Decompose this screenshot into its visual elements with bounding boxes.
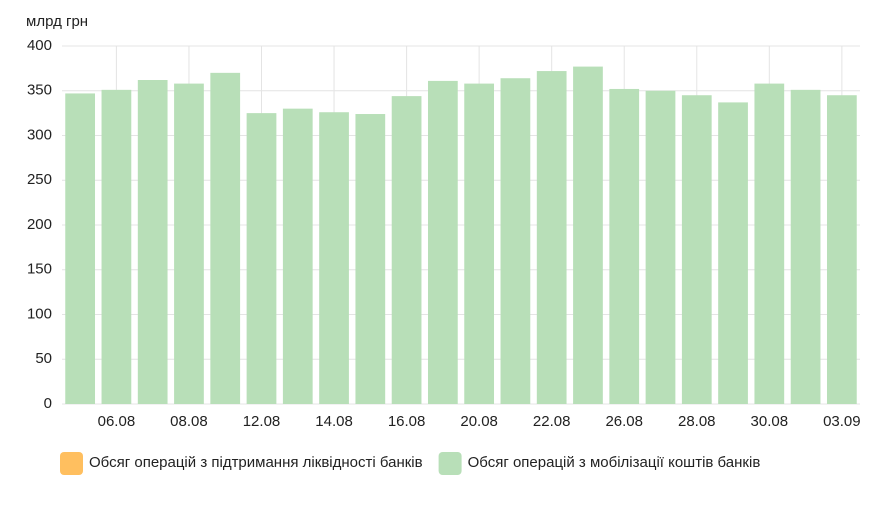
bar: [645, 90, 676, 404]
bar: [790, 89, 821, 404]
bar: [718, 102, 748, 404]
x-tick-label: 28.08: [678, 413, 716, 430]
x-tick-label: 16.08: [388, 413, 426, 430]
legend-swatch: [438, 452, 462, 475]
y-tick-label: 350: [27, 82, 52, 99]
y-tick-label: 150: [27, 261, 52, 278]
x-tick-label: 30.08: [751, 413, 789, 430]
bar: [101, 89, 132, 404]
bar: [536, 71, 567, 404]
bar: [681, 95, 712, 404]
bar: [65, 93, 96, 404]
y-tick-label: 50: [35, 350, 52, 367]
x-tick-label: 03.09: [823, 413, 861, 430]
x-tick-label: 12.08: [243, 413, 281, 430]
y-tick-label: 100: [27, 305, 52, 322]
bar: [500, 78, 531, 404]
bar: [391, 96, 422, 405]
y-axis-label: млрд грн: [26, 13, 88, 30]
bar: [282, 108, 313, 405]
legend-label: Обсяг операцій з мобілізації коштів банк…: [468, 454, 761, 471]
y-tick-label: 400: [27, 37, 52, 54]
legend-label: Обсяг операцій з підтримання ліквідності…: [89, 454, 423, 471]
bar: [137, 80, 168, 404]
bar: [826, 95, 857, 404]
bar: [464, 83, 495, 404]
bar: [754, 83, 785, 404]
bar: [573, 66, 603, 405]
y-tick-label: 0: [44, 395, 52, 412]
y-tick-label: 200: [27, 216, 52, 233]
x-tick-label: 26.08: [605, 413, 643, 430]
legend-swatch: [60, 452, 83, 475]
x-tick-label: 20.08: [460, 413, 498, 430]
bar: [609, 88, 640, 405]
bar: [355, 114, 386, 405]
bar: [210, 72, 241, 404]
x-tick-label: 22.08: [533, 413, 571, 430]
y-tick-label: 300: [27, 126, 52, 143]
y-tick-label: 250: [27, 171, 52, 188]
bar: [427, 80, 458, 404]
bar: [246, 113, 277, 404]
bar: [319, 112, 349, 404]
bar: [174, 83, 204, 404]
x-tick-label: 08.08: [170, 413, 208, 430]
x-tick-label: 14.08: [315, 413, 353, 430]
x-tick-label: 06.08: [98, 413, 136, 430]
